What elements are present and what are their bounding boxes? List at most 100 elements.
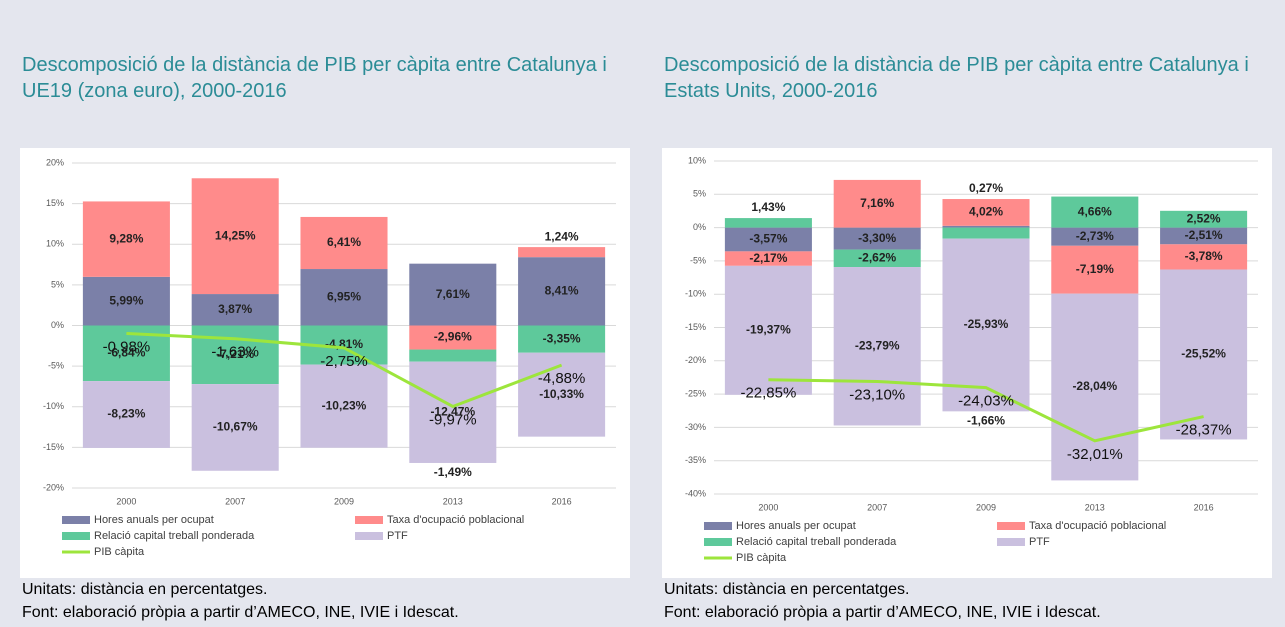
y-tick-label: 10% <box>46 239 64 249</box>
bar-segment <box>724 251 812 266</box>
bar-segment <box>942 227 1030 239</box>
x-tick-label: 2013 <box>1085 502 1105 512</box>
data-label: 4,02% <box>969 205 1003 219</box>
chart-title: Descomposició de la distància de PIB per… <box>22 54 607 102</box>
bar-segment <box>191 384 279 471</box>
chart: -40% -35% -30% -25% -20% -15% -10% -5% 0% 5% 10% 20… <box>662 148 1272 578</box>
bar-segment <box>833 267 921 426</box>
y-tick-label: -5% <box>48 361 64 371</box>
line-label: -0,98% <box>103 338 151 355</box>
line-label: -9,97% <box>429 411 477 428</box>
data-label: 7,61% <box>436 287 470 301</box>
bar-segment <box>1051 196 1139 228</box>
data-label: -7,19% <box>1076 262 1114 276</box>
source-note: Font: elaboració pròpia a partir d’AMECO… <box>22 604 459 621</box>
bar-segment <box>724 265 812 395</box>
line-label: -2,75% <box>320 353 368 370</box>
data-label: -6,84% <box>107 345 145 359</box>
legend-label: Hores anuals per ocupat <box>736 520 856 532</box>
data-label: -10,33% <box>539 387 584 401</box>
bar-segment <box>518 257 606 326</box>
legend-label: Relació capital treball ponderada <box>94 530 255 542</box>
bar-segment <box>833 179 921 228</box>
data-label: -3,30% <box>858 231 896 245</box>
data-label: -19,37% <box>746 323 791 337</box>
y-tick-label: -35% <box>685 455 706 465</box>
y-tick-label: -25% <box>685 388 706 398</box>
y-tick-label: -20% <box>43 482 64 492</box>
data-label: -2,62% <box>858 250 896 264</box>
bar-segment <box>82 201 170 277</box>
data-label: 7,16% <box>860 196 894 210</box>
bar-segment <box>942 225 1030 228</box>
bar-segment <box>82 276 170 326</box>
bar-segment <box>1051 293 1139 481</box>
data-label: -3,57% <box>749 232 787 246</box>
legend-swatch <box>62 516 90 524</box>
legend-swatch <box>997 522 1025 530</box>
y-tick-label: -10% <box>685 289 706 299</box>
line-label: -28,37% <box>1176 422 1232 439</box>
legend-swatch <box>704 538 732 546</box>
bar-segment <box>409 325 497 350</box>
x-tick-label: 2000 <box>758 502 778 512</box>
legend-swatch <box>355 516 383 524</box>
legend-swatch <box>355 532 383 540</box>
data-label: 0,27% <box>969 181 1003 195</box>
y-tick-label: 0% <box>693 222 706 232</box>
y-tick-label: 5% <box>51 279 64 289</box>
legend-label: Taxa d'ocupació poblacional <box>387 514 524 526</box>
data-label: -23,79% <box>855 338 900 352</box>
x-tick-label: 2009 <box>334 496 354 506</box>
legend-label: PTF <box>1029 536 1050 548</box>
y-tick-label: -5% <box>690 255 706 265</box>
data-label: -10,23% <box>322 398 367 412</box>
y-tick-label: 20% <box>46 157 64 167</box>
x-tick-label: 2009 <box>976 502 996 512</box>
data-label: -8,23% <box>107 407 145 421</box>
x-tick-label: 2013 <box>443 496 463 506</box>
legend-label: Taxa d'ocupació poblacional <box>1029 520 1166 532</box>
data-label: -12,47% <box>430 404 475 418</box>
data-label: 8,41% <box>545 284 579 298</box>
legend-swatch <box>62 532 90 540</box>
bar-segment <box>942 199 1030 226</box>
legend-label: PIB càpita <box>736 552 787 564</box>
y-tick-label: -30% <box>685 422 706 432</box>
bar-segment <box>1160 210 1248 228</box>
x-tick-label: 2007 <box>867 502 887 512</box>
line-series <box>768 378 1204 443</box>
bar-segment <box>300 216 388 270</box>
data-label: 4,66% <box>1078 204 1112 218</box>
chart-title: Descomposició de la distància de PIB per… <box>664 54 1249 102</box>
x-tick-label: 2000 <box>116 496 136 506</box>
line-label: -23,10% <box>849 386 905 403</box>
line-label: -32,01% <box>1067 446 1123 463</box>
source-note: Font: elaboració pròpia a partir d’AMECO… <box>664 604 1101 621</box>
x-tick-label: 2016 <box>552 496 572 506</box>
bar-segment <box>1051 227 1139 246</box>
units-note: Unitats: distància en percentatges. <box>22 581 268 598</box>
bar-segment <box>409 263 497 326</box>
data-label: 14,25% <box>215 228 256 242</box>
bar-segment <box>724 227 812 252</box>
y-tick-label: 15% <box>46 198 64 208</box>
bar-segment <box>1051 245 1139 294</box>
legend-label: PTF <box>387 530 408 542</box>
data-label: -2,96% <box>434 330 472 344</box>
data-label: 3,87% <box>218 302 252 316</box>
legend-swatch <box>997 538 1025 546</box>
data-label: 6,95% <box>327 289 361 303</box>
y-tick-label: -20% <box>685 355 706 365</box>
bar-segment <box>191 325 279 385</box>
data-label: 9,28% <box>109 231 143 245</box>
y-tick-label: 0% <box>51 320 64 330</box>
line-label: -4,88% <box>538 370 586 387</box>
bar-segment <box>833 249 921 268</box>
bar-segment <box>409 361 497 463</box>
bar-segment <box>1160 244 1248 270</box>
line-label: -22,85% <box>740 385 796 402</box>
data-label: -3,78% <box>1185 249 1223 263</box>
legend-label: PIB càpita <box>94 546 145 558</box>
